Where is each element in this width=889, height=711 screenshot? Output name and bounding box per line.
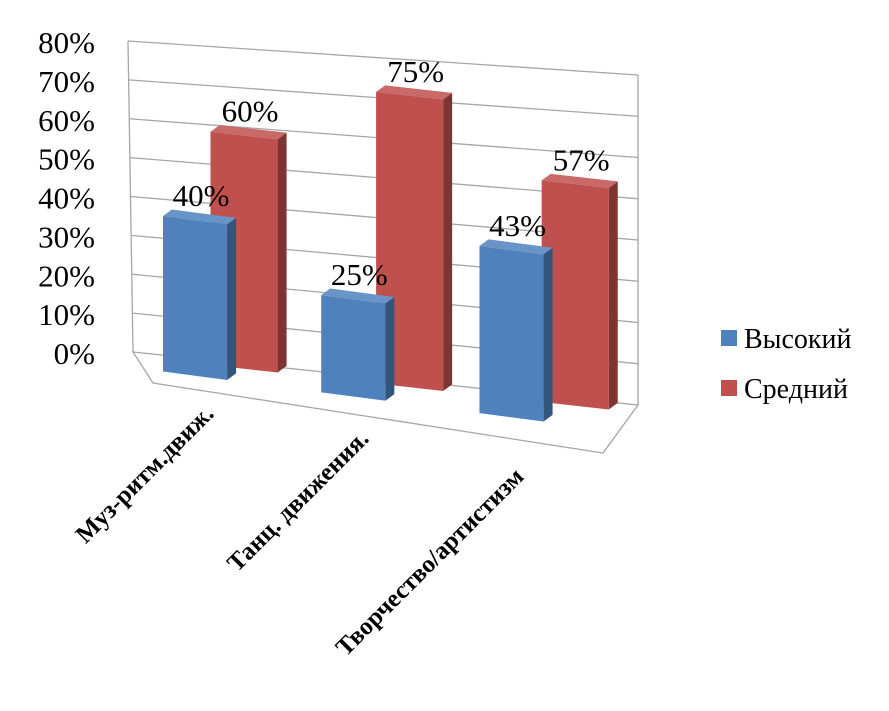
bar-front xyxy=(541,180,609,410)
gridline xyxy=(127,40,639,76)
legend-label: Средний xyxy=(744,374,848,405)
data-label-sredniy: 60% xyxy=(222,94,279,129)
bar-side xyxy=(385,296,395,401)
bar-vysokiy xyxy=(479,239,553,422)
y-tick-label: 80% xyxy=(38,25,95,60)
legend-swatch xyxy=(721,380,737,396)
category-label: Творчество/артистизм xyxy=(331,463,529,661)
data-label-vysokiy: 25% xyxy=(331,257,388,292)
bar-sredniy xyxy=(541,173,618,410)
y-tick-label: 60% xyxy=(38,103,95,138)
bar-side xyxy=(608,181,618,410)
y-tick-label: 30% xyxy=(38,219,95,254)
legend-label: Высокий xyxy=(744,324,852,355)
bar-top xyxy=(479,239,553,255)
floor-outline xyxy=(131,351,640,454)
y-tick-label: 70% xyxy=(38,64,95,99)
y-tick-label: 50% xyxy=(38,142,95,177)
y-axis-ticks: 0% 10% 20% 30%40% 50% 60% 70% 80% xyxy=(38,25,95,371)
bar-vysokiy xyxy=(162,209,237,380)
category-label: Муз-ритм.движ. xyxy=(71,400,219,548)
data-labels: 60% 75% 57% 40% 25% 43% xyxy=(173,54,610,292)
category-label: Танц. движения. xyxy=(222,425,374,577)
bars xyxy=(162,85,618,422)
data-label-vysokiy: 43% xyxy=(489,208,546,243)
bar-front xyxy=(321,295,386,401)
bar-side xyxy=(277,132,287,373)
bar-side xyxy=(543,247,553,422)
bar-top xyxy=(376,85,453,100)
data-label-sredniy: 75% xyxy=(387,54,444,89)
bar-side xyxy=(443,92,453,391)
bar-top xyxy=(321,288,395,304)
bar-vysokiy xyxy=(321,288,395,401)
y-tick-label: 10% xyxy=(38,297,95,332)
y-tick-label: 0% xyxy=(54,336,95,371)
y-tick-label: 20% xyxy=(38,258,95,293)
bar-side xyxy=(227,217,237,380)
bar-front xyxy=(479,245,544,422)
y-tick-label: 40% xyxy=(38,181,95,216)
data-label-vysokiy: 40% xyxy=(173,178,230,213)
bar-top xyxy=(541,173,618,188)
legend-swatch xyxy=(721,330,737,346)
legend: Высокий Средний xyxy=(721,324,852,405)
bar-top xyxy=(162,209,237,225)
bar-top xyxy=(210,125,287,140)
category-labels: Муз-ритм.движ. Танц. движения.Творчество/… xyxy=(71,400,529,661)
data-label-sredniy: 57% xyxy=(553,142,610,177)
bar-front xyxy=(162,216,228,380)
